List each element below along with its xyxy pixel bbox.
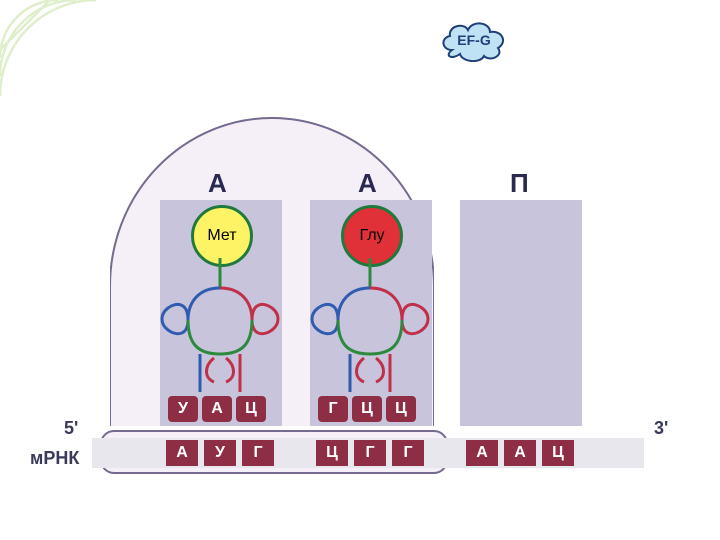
anticodon-base: А [202,396,232,422]
codon-base: Г [392,440,424,466]
diagram-stage: А А П Мет Глу У А Ц Г Ц [0,0,720,540]
codon-base: Г [354,440,386,466]
anticodon-base: У [168,396,198,422]
codon-base: А [504,440,536,466]
anticodon-base: Ц [236,396,266,422]
site-letter-a2: А [358,168,377,199]
corner-decoration [0,0,100,100]
codon-base: А [466,440,498,466]
codon-base: Ц [542,440,574,466]
anticodon-row-2: Г Ц Ц [318,396,416,422]
codon-base: У [204,440,236,466]
codon-row-2: Ц Г Г [316,440,430,466]
site-letter-p: П [510,168,529,199]
three-prime-label: 3' [654,418,668,439]
ef-g-label: EF-G [457,32,490,48]
amino-acid-met: Мет [191,205,253,267]
ef-g-cloud: EF-G [438,20,510,60]
mrna-label: мРНК [30,448,79,469]
five-prime-label: 5' [64,418,78,439]
codon-row-3: А А Ц [466,440,580,466]
amino-acid-glu: Глу [341,205,403,267]
site-letter-a1: А [208,168,227,199]
codon-row-1: А У Г [166,440,280,466]
codon-base: Г [242,440,274,466]
codon-base: Ц [316,440,348,466]
aa-glu-label: Глу [359,227,384,245]
site-box-p [460,200,582,426]
anticodon-base: Г [318,396,348,422]
anticodon-row-1: У А Ц [168,396,266,422]
anticodon-base: Ц [386,396,416,422]
anticodon-base: Ц [352,396,382,422]
aa-met-label: Мет [207,227,236,245]
codon-base: А [166,440,198,466]
